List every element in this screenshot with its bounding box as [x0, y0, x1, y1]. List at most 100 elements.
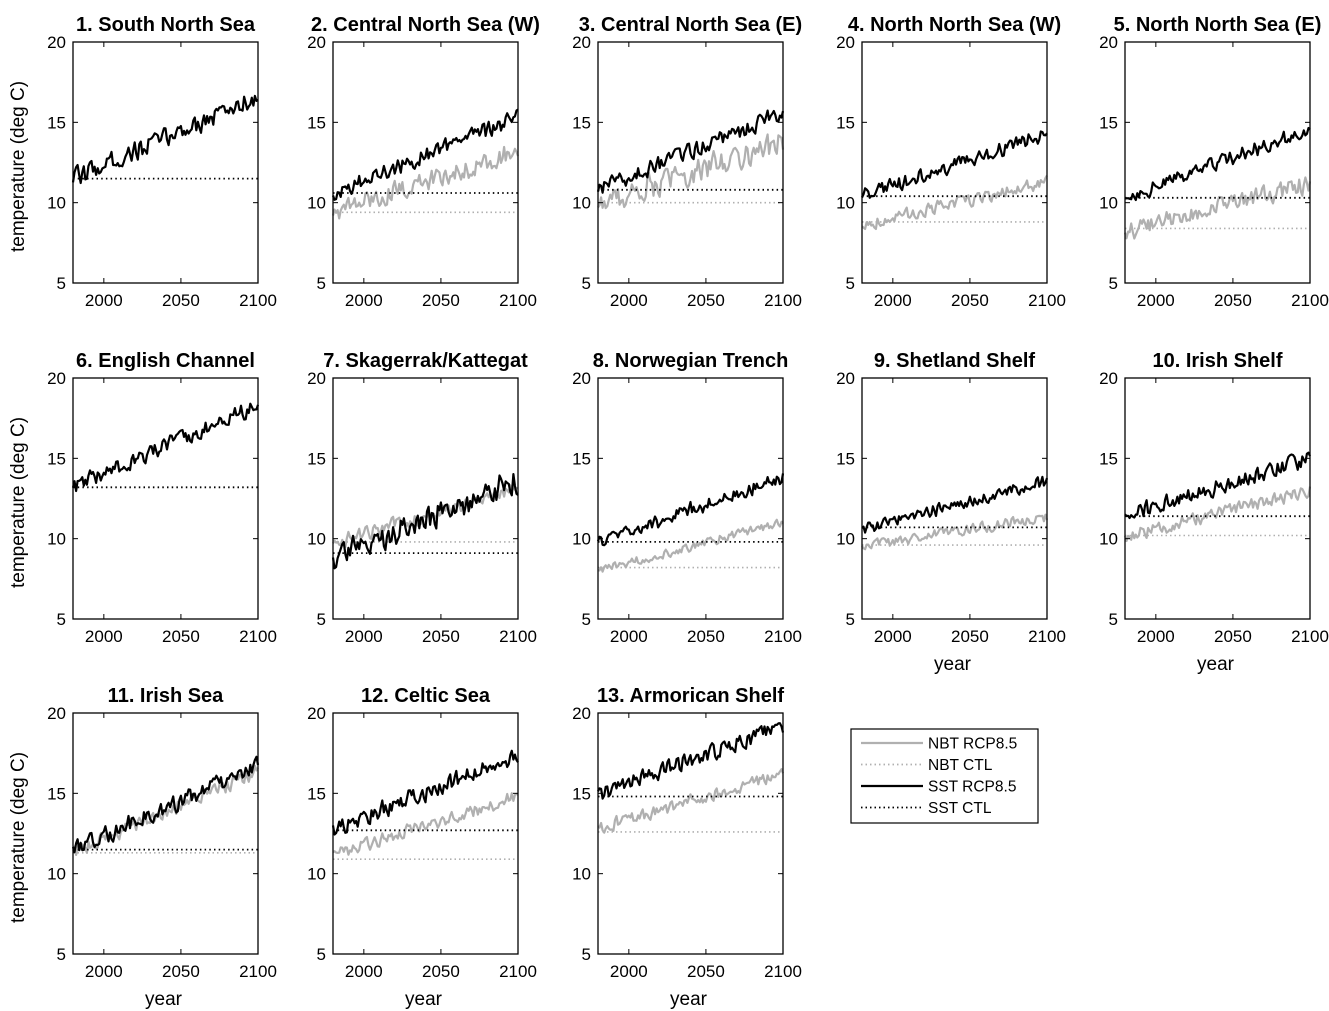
x-tick-label: 2050: [1214, 291, 1252, 310]
y-tick-label: 10: [572, 865, 591, 884]
axes-box: [72, 377, 259, 620]
series-nbt-rcp8-5: [861, 174, 1048, 231]
y-tick-label: 5: [846, 274, 855, 293]
axes-box: [861, 377, 1048, 620]
y-tick-label: 5: [57, 610, 66, 629]
y-axis-label: temperature (deg C): [8, 752, 29, 923]
y-tick-label: 20: [47, 369, 66, 388]
y-axis-label: temperature (deg C): [8, 417, 29, 588]
x-tick-label: 2050: [422, 291, 460, 310]
panel-title: 11. Irish Sea: [108, 685, 225, 707]
x-axis-label: year: [934, 654, 972, 675]
series-sst-rcp8-5: [861, 130, 1048, 199]
series-nbt-rcp8-5: [597, 133, 785, 210]
panel-12: 12. Celtic Sea 5 10 15 20 2000 2050 2100 year: [307, 685, 537, 1010]
series-nbt-rcp8-5: [331, 145, 520, 220]
y-tick-label: 15: [307, 449, 326, 468]
y-tick-label: 20: [836, 369, 855, 388]
y-tick-label: 20: [307, 704, 326, 723]
y-tick-label: 5: [582, 274, 591, 293]
y-tick-label: 15: [1099, 449, 1118, 468]
x-axis-label: year: [670, 989, 708, 1010]
x-tick-label: 2050: [162, 627, 200, 646]
series-sst-rcp8-5: [331, 473, 519, 570]
y-tick-label: 15: [307, 113, 326, 132]
x-tick-label: 2100: [764, 291, 802, 310]
series-sst-rcp8-5: [596, 473, 785, 547]
series-sst-rcp8-5: [331, 749, 519, 836]
y-tick-label: 15: [47, 449, 66, 468]
x-tick-label: 2100: [764, 627, 802, 646]
panel-title: 7. Skagerrak/Kattegat: [323, 350, 528, 372]
panel-9: 9. Shetland Shelf 5 10 15 20 2000 2050 2100 year: [836, 350, 1066, 675]
series-nbt-rcp8-5: [332, 792, 519, 856]
y-tick-label: 5: [57, 274, 66, 293]
x-tick-label: 2100: [1028, 627, 1066, 646]
y-tick-label: 10: [1099, 530, 1118, 549]
x-tick-label: 2050: [422, 627, 460, 646]
series-nbt-rcp8-5: [597, 768, 785, 834]
series-sst-rcp8-5: [71, 755, 260, 854]
x-tick-label: 2100: [499, 291, 537, 310]
axes-box: [72, 712, 259, 955]
series-nbt-rcp8-5: [861, 513, 1049, 551]
y-tick-label: 20: [572, 704, 591, 723]
series-sst-rcp8-5: [331, 108, 519, 201]
panel-7: 7. Skagerrak/Kattegat 5 10 15 20 2000 2050 2100: [307, 350, 537, 646]
y-tick-label: 10: [307, 865, 326, 884]
panel-4: 4. North North Sea (W) 5 10 15 20 2000 2050 210…: [836, 14, 1066, 310]
x-tick-label: 2000: [1137, 627, 1175, 646]
y-tick-label: 10: [47, 865, 66, 884]
y-tick-label: 10: [307, 194, 326, 213]
axes-box: [1124, 377, 1311, 620]
panel-title: 9. Shetland Shelf: [874, 350, 1035, 372]
axes-box: [332, 712, 519, 955]
series-sst-rcp8-5: [71, 402, 260, 493]
legend-label: NBT RCP8.5: [928, 736, 1017, 753]
y-tick-label: 10: [572, 194, 591, 213]
x-tick-label: 2000: [85, 627, 123, 646]
x-tick-label: 2000: [874, 627, 912, 646]
y-tick-label: 10: [47, 530, 66, 549]
x-tick-label: 2100: [499, 962, 537, 981]
y-tick-label: 5: [1109, 610, 1118, 629]
panel-5: 5. North North Sea (E) 5 10 15 20 2000 2050 210…: [1099, 14, 1329, 310]
x-tick-label: 2000: [610, 962, 648, 981]
panel-title: 3. Central North Sea (E): [579, 14, 802, 36]
axes-box: [597, 377, 784, 620]
y-tick-label: 20: [836, 33, 855, 52]
x-tick-label: 2100: [1291, 291, 1329, 310]
panel-title: 8. Norwegian Trench: [593, 350, 789, 372]
x-tick-label: 2050: [422, 962, 460, 981]
x-tick-label: 2000: [1137, 291, 1175, 310]
y-tick-label: 20: [572, 369, 591, 388]
y-tick-label: 5: [57, 945, 66, 964]
x-tick-label: 2050: [162, 962, 200, 981]
panel-6: 6. English Channel 5 10 15 20 2000 2050 2100 tem…: [8, 350, 277, 646]
x-tick-label: 2050: [687, 962, 725, 981]
series-nbt-rcp8-5: [1123, 486, 1312, 543]
y-tick-label: 10: [47, 194, 66, 213]
axes-box: [332, 377, 519, 620]
x-tick-label: 2000: [85, 291, 123, 310]
panel-title: 2. Central North Sea (W): [311, 14, 540, 36]
y-tick-label: 15: [572, 784, 591, 803]
x-tick-label: 2050: [951, 627, 989, 646]
series-sst-rcp8-5: [1124, 126, 1311, 202]
y-axis-label: temperature (deg C): [8, 81, 29, 252]
x-tick-label: 2100: [1291, 627, 1329, 646]
x-tick-label: 2050: [951, 291, 989, 310]
legend-label: SST CTL: [928, 800, 992, 817]
x-tick-label: 2050: [687, 627, 725, 646]
panel-1: 1. South North Sea 5 10 15 20 2000 2050 2100 tem…: [8, 14, 277, 310]
legend-label: NBT CTL: [928, 757, 993, 774]
legend: NBT RCP8.5 NBT CTL SST RCP8.5 SST CTL: [850, 728, 1039, 824]
panel-title: 5. North North Sea (E): [1114, 14, 1322, 36]
y-tick-label: 5: [317, 945, 326, 964]
series-sst-rcp8-5: [1124, 451, 1312, 520]
y-tick-label: 10: [836, 530, 855, 549]
y-tick-label: 20: [1099, 33, 1118, 52]
x-tick-label: 2000: [874, 291, 912, 310]
panel-11: 11. Irish Sea 5 10 15 20 2000 2050 2100 temperat…: [8, 685, 277, 1010]
